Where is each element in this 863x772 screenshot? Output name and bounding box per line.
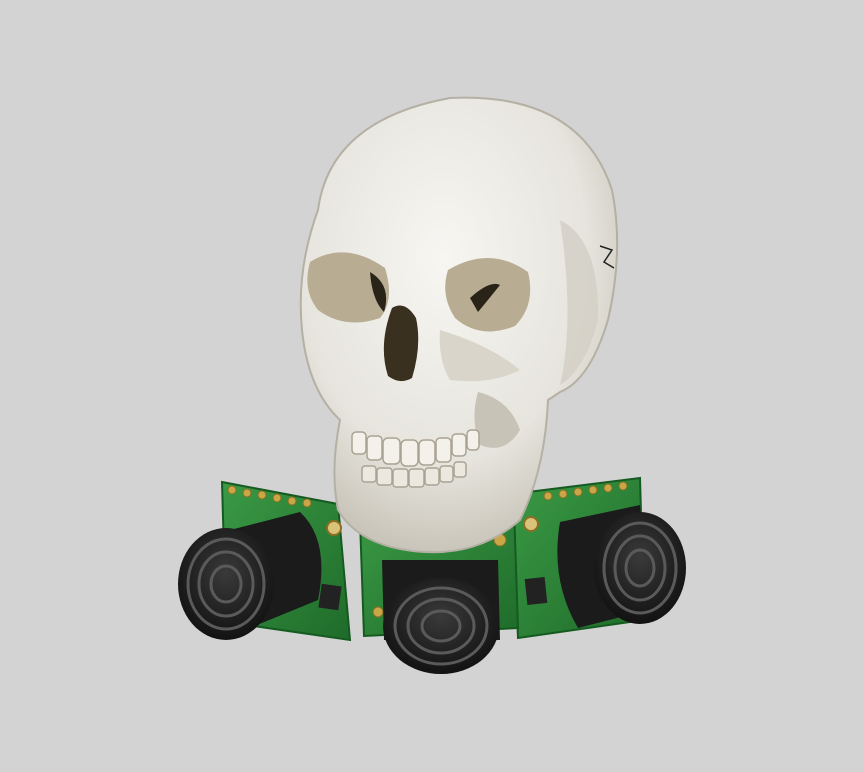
- skull-eye-socket-left: [307, 252, 389, 323]
- skull-eye-socket-right-inner: [470, 283, 500, 312]
- skull-ink-mark: [599, 245, 615, 269]
- skull-icon: [299, 96, 619, 554]
- ultrasonic-sensor-right: [510, 476, 686, 640]
- transducer-face: [383, 578, 499, 674]
- ultrasonic-sensor-left: [178, 480, 352, 642]
- chip: [318, 583, 342, 611]
- transducer-grille: [186, 537, 266, 631]
- transducer-face: [178, 528, 274, 640]
- skull-temple-shade: [560, 220, 599, 385]
- transducer-grille: [393, 586, 489, 666]
- transducer-grille: [602, 521, 678, 615]
- mount-hole: [326, 520, 342, 536]
- pcb-pads: [227, 485, 312, 508]
- pcb-pads: [543, 481, 628, 501]
- skull-cheek-shade: [439, 330, 520, 382]
- pcb-pads: [372, 533, 507, 618]
- skull-teeth-upper: [351, 429, 480, 467]
- skull-jaw-shade: [474, 392, 520, 448]
- mount-hole: [523, 516, 539, 532]
- chip: [524, 577, 548, 605]
- skull-eye-socket-left-inner: [370, 272, 387, 312]
- transducer-face: [594, 512, 686, 624]
- skull-teeth-lower: [361, 461, 467, 488]
- skull-nasal-cavity: [383, 305, 419, 382]
